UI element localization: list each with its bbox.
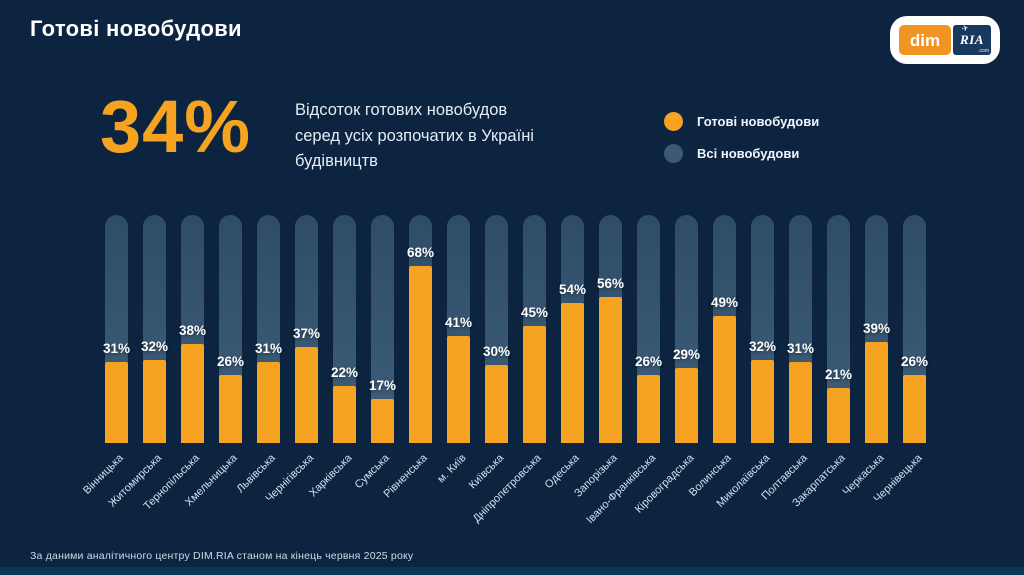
bar-value-label: 30% <box>482 344 511 359</box>
finished-buildings-bar <box>523 326 546 443</box>
legend-item-all: Всі новобудови <box>664 144 819 163</box>
finished-buildings-bar <box>485 365 508 443</box>
bar-group: 26% Івано-Франківська <box>584 215 663 526</box>
region-label: Івано-Франківська <box>584 452 659 527</box>
bar-value-label: 31% <box>102 341 131 357</box>
bar-value-label: 37% <box>292 325 321 341</box>
bar-group: 54% Одеська <box>543 215 587 491</box>
bar-value-label: 26% <box>900 354 929 370</box>
finished-buildings-bar <box>827 388 850 443</box>
bar-value-label: 31% <box>254 341 283 357</box>
dim-ria-logo: dim ✈ RIA .com <box>890 16 1000 64</box>
bar-value-label: 38% <box>178 323 207 339</box>
all-buildings-bar <box>371 215 394 443</box>
bar-group: 26% Хмельницька <box>183 215 245 509</box>
legend-label: Готові новобудови <box>697 114 820 129</box>
finished-buildings-bar <box>447 336 470 443</box>
bar-group: 38% Тернопільська <box>142 215 207 512</box>
bar-value-label: 17% <box>368 377 397 393</box>
logo-dim-box: dim <box>899 25 951 55</box>
bar-value-label: 39% <box>862 320 891 336</box>
bar-value-label: 21% <box>824 367 853 383</box>
finished-buildings-bar <box>561 302 584 443</box>
bar-value-label: 32% <box>140 338 169 354</box>
bottom-band <box>0 567 1024 575</box>
finished-buildings-bar <box>599 297 622 443</box>
bar-group: 22% Харківська <box>307 215 359 499</box>
finished-buildings-bar <box>371 398 394 443</box>
bar-group: 32% Житомирська <box>106 215 169 510</box>
bar-value-label: 41% <box>444 315 473 331</box>
description-line-2: серед усіх розпочатих в Україні <box>295 126 534 145</box>
finished-buildings-bar <box>143 359 166 443</box>
bar-value-label: 26% <box>216 354 245 370</box>
bar-value-label: 49% <box>710 294 739 310</box>
bar-value-label: 26% <box>634 354 663 370</box>
legend-dot-blue-icon <box>664 144 683 163</box>
bar-value-label: 32% <box>748 338 777 354</box>
bar-group: 21% Закарпатська <box>791 215 853 509</box>
chart-description: Відсоток готових новобудов серед усіх ро… <box>295 98 534 175</box>
description-line-1: Відсоток готових новобудов <box>295 101 508 119</box>
finished-buildings-bar <box>219 375 242 443</box>
finished-buildings-bar <box>789 362 812 443</box>
finished-buildings-bar <box>713 315 736 443</box>
bar-value-label: 54% <box>558 281 587 297</box>
bar-group: 68% Рівненська <box>382 215 435 500</box>
legend-item-finished: Готові новобудови <box>664 112 819 131</box>
finished-buildings-bar <box>675 367 698 443</box>
finished-buildings-bar <box>751 359 774 443</box>
region-label: м. Київ <box>434 452 469 486</box>
page-title: Готові новобудови <box>30 16 242 41</box>
bar-group: 41% м. Київ <box>435 215 473 485</box>
bar-group: 45% Дніпропетровська <box>471 215 549 525</box>
finished-buildings-bar <box>181 344 204 443</box>
finished-buildings-bar <box>295 346 318 443</box>
bar-group: 26% Чернівецька <box>871 215 929 505</box>
bar-group: 39% Черкаська <box>840 215 891 498</box>
legend-label: Всі новобудови <box>697 146 800 161</box>
bar-group: 56% Запорізька <box>573 215 625 500</box>
plane-star-icon: ✈ <box>961 23 970 34</box>
all-buildings-bar <box>827 215 850 443</box>
logo-dim-text: dim <box>909 30 941 50</box>
bar-value-label: 22% <box>330 364 359 380</box>
finished-buildings-bar <box>257 362 280 443</box>
finished-buildings-bar <box>903 375 926 443</box>
bar-group: 31% Полтавська <box>760 215 815 502</box>
headline-percentage: 34% <box>100 85 252 168</box>
legend: Готові новобудови Всі новобудови <box>664 112 819 163</box>
source-note: За даними аналітичного центру DIM.RIA ст… <box>30 550 414 562</box>
logo-com-text: .com <box>978 48 989 54</box>
region-label: Дніпропетровська <box>471 452 545 526</box>
bar-value-label: 68% <box>406 245 435 261</box>
legend-dot-orange-icon <box>664 112 683 131</box>
logo-ria-text: RIA <box>960 32 984 47</box>
finished-buildings-bar <box>409 266 432 443</box>
bar-group: 31% Вінницька <box>81 215 131 497</box>
finished-buildings-bar <box>865 341 888 443</box>
logo-ria-box: ✈ RIA .com <box>953 23 991 55</box>
bar-group: 17% Сумська <box>353 215 397 491</box>
bar-group: 31% Львівська <box>235 215 283 495</box>
bar-group: 29% Кіровоградська <box>633 215 701 516</box>
description-line-3: будівництв <box>295 152 378 171</box>
bar-value-label: 45% <box>520 305 549 320</box>
bar-value-label: 56% <box>596 276 625 292</box>
bar-value-label: 31% <box>786 341 815 357</box>
bar-group: 32% Миколаївська <box>714 215 777 510</box>
bar-value-label: 29% <box>672 346 701 362</box>
bar-chart: 31% Вінницька 32% Житомирська 38% Тернопільсь… <box>81 215 929 526</box>
finished-buildings-bar <box>637 375 660 443</box>
logo-inner: dim ✈ RIA .com <box>899 23 991 55</box>
bar-group: 37% Чернігівська <box>263 215 321 505</box>
finished-buildings-bar <box>105 362 128 443</box>
bar-group: 30% Київська <box>467 215 511 491</box>
bar-group: 49% Волинська <box>687 215 739 499</box>
finished-buildings-bar <box>333 385 356 443</box>
